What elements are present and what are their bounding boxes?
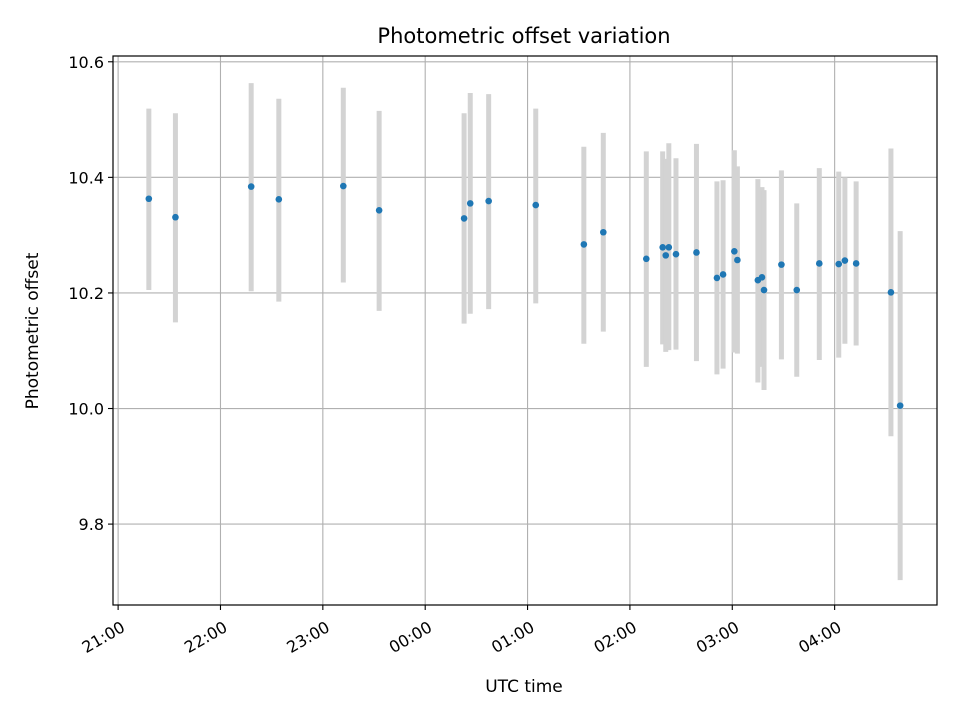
data-points <box>145 182 904 409</box>
data-point <box>662 252 670 259</box>
y-tick-label: 10.0 <box>68 400 104 419</box>
data-point <box>642 255 650 263</box>
plot-frame <box>112 55 938 606</box>
data-point <box>731 248 738 255</box>
data-point <box>172 213 179 221</box>
data-point <box>485 197 492 205</box>
data-point <box>145 195 153 203</box>
data-point <box>600 228 607 236</box>
data-point <box>713 274 721 282</box>
data-point <box>835 260 843 268</box>
data-point <box>460 215 468 222</box>
y-tick-label: 10.6 <box>68 53 104 72</box>
data-point <box>719 271 727 278</box>
data-point <box>275 196 283 203</box>
data-point <box>375 206 383 214</box>
data-point <box>778 261 785 268</box>
data-point <box>793 286 801 294</box>
x-axis-title: UTC time <box>485 677 563 697</box>
data-point <box>665 243 673 251</box>
y-axis-ticks: 9.8 10.0 10.2 10.4 10.6 <box>68 53 113 534</box>
data-point <box>659 243 666 251</box>
y-axis-title: Photometric offset <box>23 252 43 409</box>
y-tick-label: 10.2 <box>68 284 104 303</box>
y-tick-label: 10.4 <box>68 168 104 187</box>
data-point <box>896 402 904 409</box>
y-tick-label: 9.8 <box>79 515 104 534</box>
data-point <box>815 260 823 267</box>
data-point <box>340 182 347 190</box>
data-point <box>693 249 700 256</box>
data-point <box>734 256 741 264</box>
data-point <box>247 183 255 190</box>
chart-title: Photometric offset variation <box>377 24 670 48</box>
data-point <box>852 260 860 267</box>
data-point <box>841 257 849 264</box>
data-point <box>580 241 588 248</box>
data-point <box>466 200 474 207</box>
data-point <box>887 289 895 296</box>
data-point <box>758 274 766 281</box>
data-point <box>760 286 768 294</box>
data-point <box>532 201 540 209</box>
data-point <box>672 250 680 258</box>
